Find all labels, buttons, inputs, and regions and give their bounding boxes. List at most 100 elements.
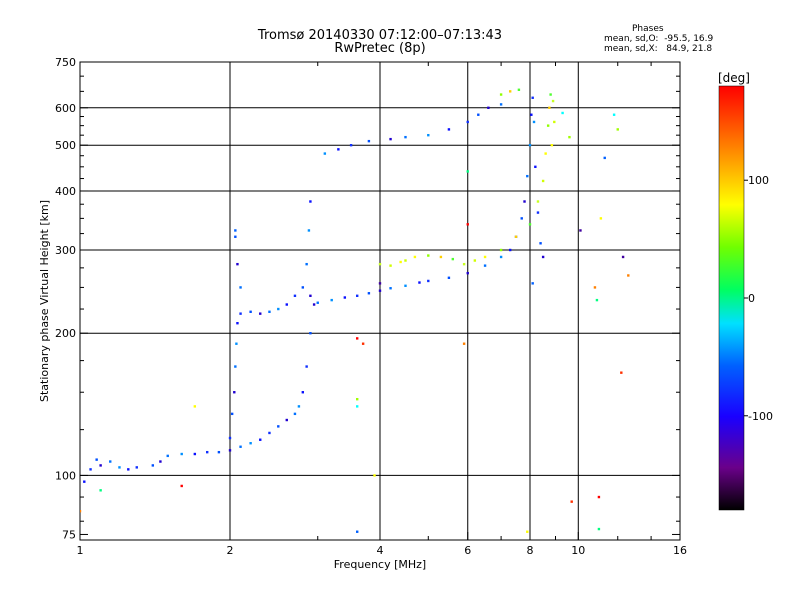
data-point <box>541 255 545 259</box>
data-point <box>268 431 271 435</box>
data-point <box>561 111 564 115</box>
data-point <box>305 365 308 368</box>
data-point <box>568 135 571 139</box>
data-point <box>309 200 312 203</box>
data-point <box>239 286 242 289</box>
data-point <box>159 460 162 463</box>
data-point <box>239 445 242 448</box>
data-point <box>361 342 365 345</box>
data-point <box>234 229 237 232</box>
data-point <box>528 143 532 147</box>
colorbar <box>718 85 745 511</box>
data-point <box>389 287 392 290</box>
data-point <box>355 294 359 297</box>
data-points <box>80 88 630 533</box>
legend-line-o: mean, sd,O: -95.5, 16.9 <box>604 34 714 44</box>
data-point <box>228 436 232 440</box>
data-point <box>508 248 512 252</box>
legend-heading: Phases <box>632 24 664 34</box>
data-point <box>166 454 169 458</box>
data-point <box>378 282 382 285</box>
data-point <box>235 342 238 345</box>
data-point <box>427 279 430 283</box>
data-point <box>234 235 237 238</box>
data-point <box>616 128 619 131</box>
data-point <box>551 99 555 103</box>
data-point <box>570 500 573 503</box>
data-point <box>373 474 376 477</box>
x-tick-label: 2 <box>227 544 234 557</box>
data-point <box>487 106 490 109</box>
data-point <box>193 452 197 456</box>
data-point <box>612 113 616 116</box>
y-tick-label: 600 <box>55 102 76 115</box>
data-point <box>549 93 552 96</box>
data-point <box>520 217 523 220</box>
x-tick-label: 16 <box>673 544 687 557</box>
data-point <box>399 260 402 264</box>
data-point <box>477 113 480 116</box>
data-point <box>305 262 308 266</box>
x-tick-label: 6 <box>464 544 471 557</box>
data-point <box>355 337 359 340</box>
data-point <box>389 264 392 267</box>
data-point <box>620 371 623 374</box>
data-point <box>193 405 197 408</box>
data-point <box>466 170 469 173</box>
data-point <box>544 152 547 155</box>
data-point <box>95 458 98 461</box>
data-point <box>517 88 521 91</box>
data-point <box>404 284 407 287</box>
data-point <box>236 321 239 325</box>
data-point <box>462 262 466 266</box>
data-point <box>531 96 534 99</box>
data-point <box>530 113 533 116</box>
data-point <box>307 229 311 232</box>
data-point <box>239 312 242 315</box>
data-point <box>309 332 312 335</box>
data-point <box>593 286 597 289</box>
data-point <box>127 468 130 471</box>
y-tick-label: 400 <box>55 185 76 198</box>
data-point <box>234 365 237 368</box>
y-axis: 75 100 200 300 400 500 600 750 <box>55 56 680 541</box>
data-point <box>80 510 82 513</box>
data-point <box>343 296 347 299</box>
y-tick-label: 300 <box>55 244 76 257</box>
data-point <box>427 254 430 257</box>
data-point <box>285 303 288 306</box>
data-point <box>89 468 92 471</box>
y-tick-label: 100 <box>55 469 76 482</box>
data-point <box>249 442 252 445</box>
data-point <box>355 397 359 401</box>
x-axis: 1 2 4 6 8 10 16 <box>77 62 687 557</box>
data-point <box>118 466 121 469</box>
data-point <box>404 135 407 139</box>
x-tick-label: 1 <box>77 544 84 557</box>
y-tick-label: 75 <box>62 528 76 541</box>
data-point <box>367 139 371 143</box>
data-point <box>277 425 280 428</box>
data-point <box>483 255 487 259</box>
data-point <box>550 143 554 147</box>
data-point <box>499 93 503 96</box>
data-point <box>539 242 542 245</box>
data-point <box>418 281 421 284</box>
data-point <box>536 200 540 203</box>
data-point <box>466 271 469 275</box>
data-point <box>534 165 537 169</box>
data-point <box>337 148 340 151</box>
y-axis-label: Stationary phase Virtual Height [km] <box>38 200 51 402</box>
data-point <box>355 405 359 408</box>
data-point <box>553 120 556 124</box>
data-point <box>233 391 236 394</box>
data-point <box>599 217 603 220</box>
data-point <box>180 452 183 456</box>
y-tick-label: 750 <box>55 56 76 69</box>
data-point <box>532 120 536 124</box>
data-point <box>389 137 392 141</box>
data-point <box>483 264 487 267</box>
data-point <box>621 255 625 259</box>
colorbar-label: [deg] <box>718 71 750 85</box>
